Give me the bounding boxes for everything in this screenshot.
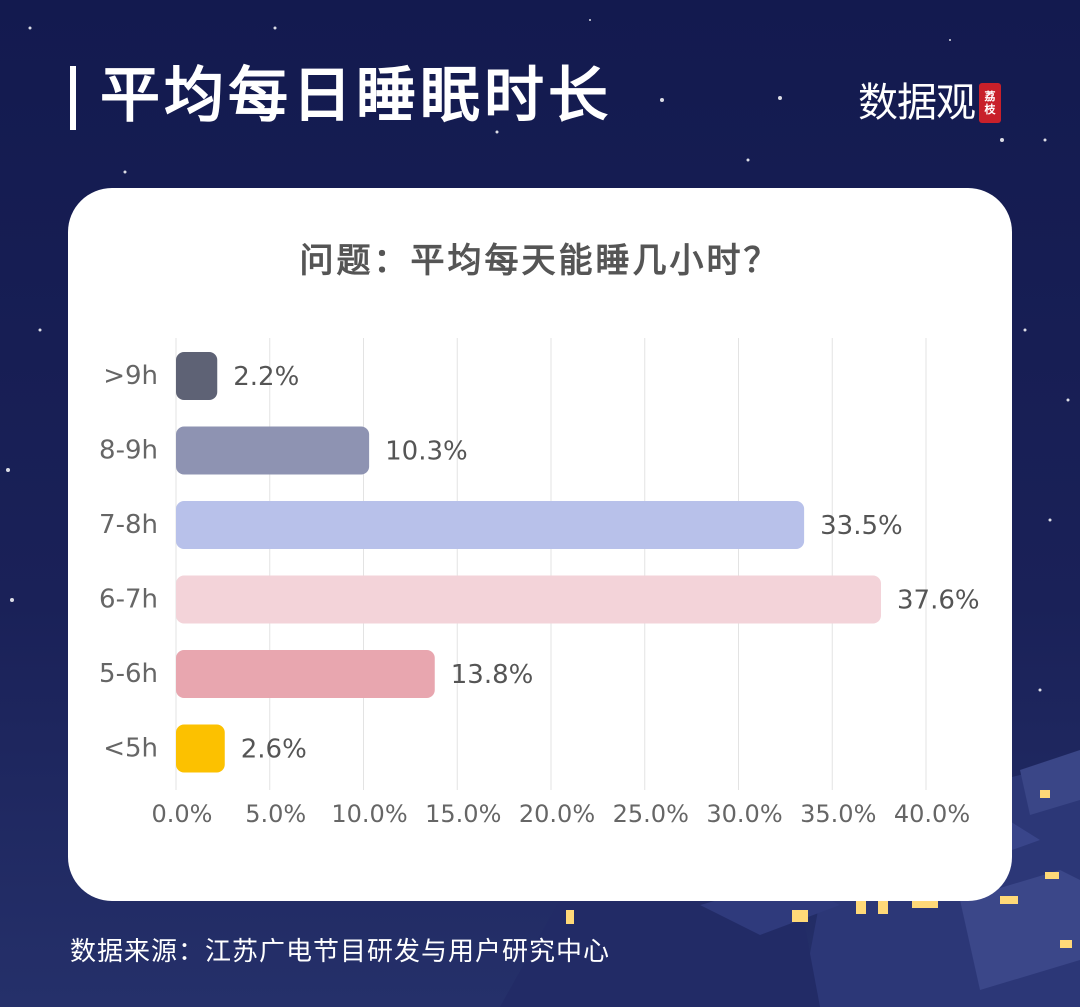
bar xyxy=(176,426,370,475)
category-label: 7-8h xyxy=(99,510,158,540)
category-label: <5h xyxy=(103,734,158,764)
x-tick-label: 15.0% xyxy=(425,800,501,828)
x-tick-label: 20.0% xyxy=(519,800,595,828)
stars xyxy=(6,19,1070,692)
value-label: 2.2% xyxy=(233,362,299,392)
logo-seal-icon: 荔枝 xyxy=(979,83,1001,123)
category-label: 8-9h xyxy=(99,436,158,466)
x-tick-label: 0.0% xyxy=(152,800,213,828)
grid-lines xyxy=(175,338,927,790)
value-label: 10.3% xyxy=(385,437,468,467)
value-label: 13.8% xyxy=(451,660,534,690)
value-label: 2.6% xyxy=(241,735,307,765)
category-label: 6-7h xyxy=(99,585,158,615)
title-accent-bar xyxy=(70,66,76,130)
bar xyxy=(176,724,225,773)
page-title: 平均每日睡眠时长 xyxy=(100,61,612,131)
x-tick-label: 10.0% xyxy=(331,800,407,828)
bar xyxy=(176,575,881,624)
category-label: >9h xyxy=(103,361,158,391)
value-label: 37.6% xyxy=(897,586,980,616)
category-label: 5-6h xyxy=(99,659,158,689)
bar xyxy=(176,352,218,400)
x-tick-label: 40.0% xyxy=(894,800,970,828)
data-source: 数据来源：江苏广电节目研发与用户研究中心 xyxy=(70,937,611,967)
bar xyxy=(176,650,435,698)
bars xyxy=(176,352,881,773)
brand-logo: 数据观 荔枝 xyxy=(858,78,1001,128)
labels: 0.0% 5.0% 10.0% 15.0% 20.0% 25.0% 30.0% 35.0% 40… xyxy=(99,361,980,828)
x-tick-label: 25.0% xyxy=(613,800,689,828)
bar xyxy=(176,501,805,549)
x-tick-label: 35.0% xyxy=(800,800,876,828)
logo-text: 数据观 xyxy=(858,80,976,126)
x-tick-label: 30.0% xyxy=(706,800,782,828)
chart-title: 问题：平均每天能睡几小时？ xyxy=(299,241,781,281)
value-label: 33.5% xyxy=(820,511,903,541)
x-tick-label: 5.0% xyxy=(245,800,306,828)
